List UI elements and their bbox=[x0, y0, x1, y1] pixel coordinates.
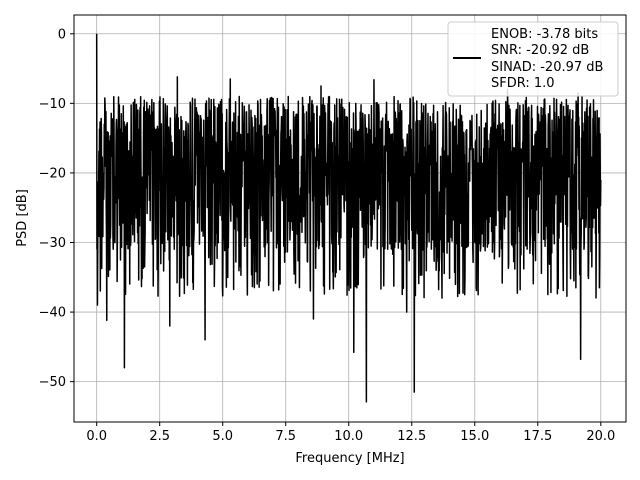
psd-series-line bbox=[95, 33, 602, 403]
y-axis-ticks: 0 −10 −20 −30 −40 −50 bbox=[39, 27, 74, 390]
y-tick-label: −20 bbox=[39, 166, 66, 181]
x-tick-label: 20.0 bbox=[586, 429, 615, 444]
x-tick-label: 17.5 bbox=[523, 429, 552, 444]
legend-enob: ENOB: -3.78 bits bbox=[491, 27, 598, 42]
x-axis-ticks: 0.0 2.5 5.0 7.5 10.0 12.5 15.0 17.5 20.0 bbox=[86, 422, 615, 444]
y-tick-label: −30 bbox=[39, 236, 66, 251]
x-axis-label: Frequency [MHz] bbox=[295, 451, 404, 466]
plot-area-frame bbox=[73, 14, 627, 423]
series-layer bbox=[95, 33, 602, 403]
x-tick-label: 7.5 bbox=[275, 429, 296, 444]
y-tick-label: −50 bbox=[39, 375, 66, 390]
x-tick-label: 2.5 bbox=[149, 429, 170, 444]
legend-sinad: SINAD: -20.97 dB bbox=[491, 60, 603, 75]
legend-snr: SNR: -20.92 dB bbox=[491, 43, 589, 58]
x-tick-label: 5.0 bbox=[212, 429, 233, 444]
legend: ENOB: -3.78 bits SNR: -20.92 dB SINAD: -… bbox=[447, 21, 619, 97]
x-tick-label: 12.5 bbox=[397, 429, 426, 444]
y-tick-label: −10 bbox=[39, 97, 66, 112]
x-tick-label: 0.0 bbox=[86, 429, 107, 444]
y-tick-label: −40 bbox=[39, 306, 66, 321]
legend-box bbox=[447, 21, 619, 97]
legend-sfdr: SFDR: 1.0 bbox=[491, 76, 555, 91]
x-tick-label: 10.0 bbox=[334, 429, 363, 444]
y-tick-label: 0 bbox=[58, 27, 66, 42]
x-tick-label: 15.0 bbox=[460, 429, 489, 444]
y-axis-label: PSD [dB] bbox=[15, 189, 30, 247]
